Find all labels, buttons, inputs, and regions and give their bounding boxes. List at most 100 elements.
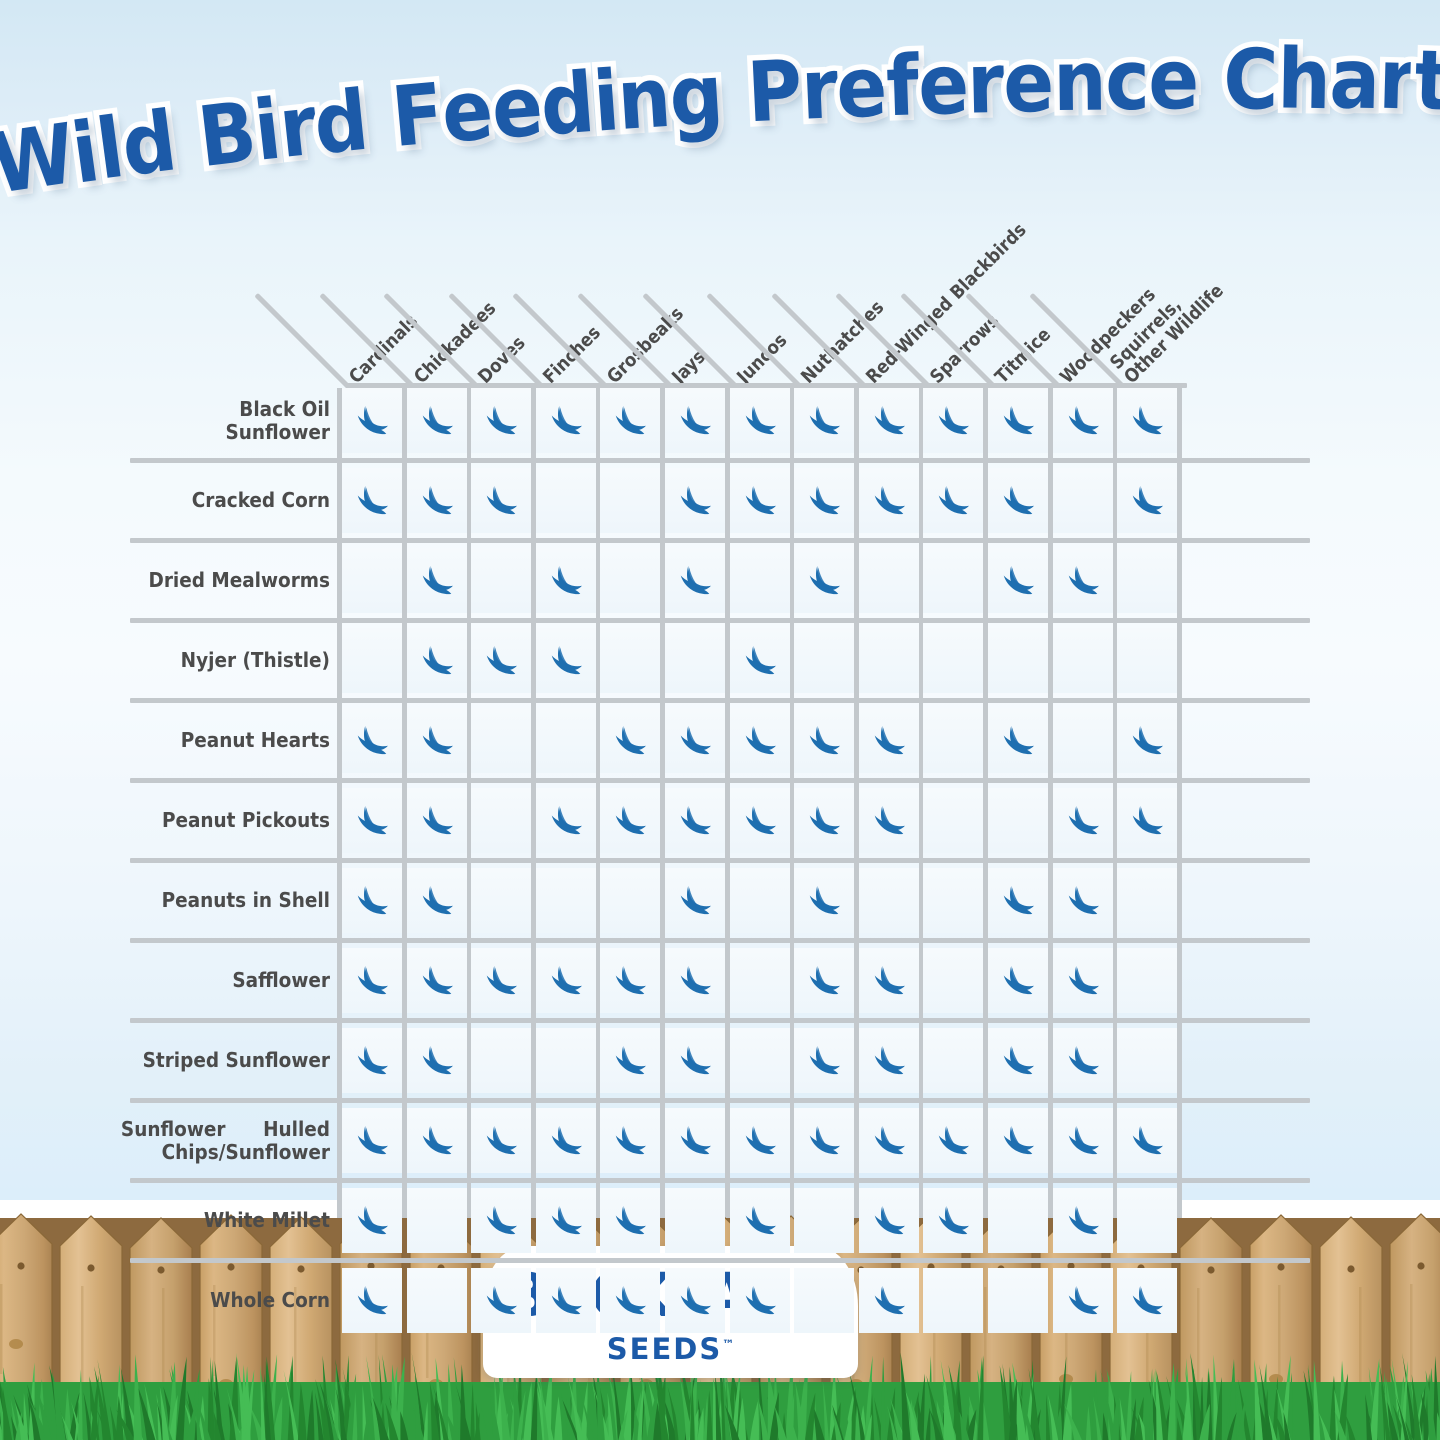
cell-preferred	[600, 1108, 661, 1173]
flying-bird-icon	[616, 1205, 647, 1234]
cell-empty	[471, 868, 532, 933]
cell-preferred	[858, 388, 919, 453]
cell-preferred	[729, 468, 790, 533]
cell-empty	[471, 548, 532, 613]
flying-bird-icon	[809, 885, 841, 914]
flying-bird-icon	[1003, 725, 1034, 754]
flying-bird-icon	[551, 1285, 582, 1314]
flying-bird-icon	[357, 405, 388, 434]
flying-bird-icon	[486, 405, 518, 434]
cell-preferred	[600, 708, 661, 773]
cell-empty	[987, 788, 1048, 853]
cell-empty	[664, 628, 725, 693]
cell-preferred	[664, 1268, 725, 1333]
row-cells	[342, 628, 1310, 693]
cell-preferred	[1117, 1268, 1178, 1333]
cell-preferred	[1052, 1028, 1113, 1093]
cell-preferred	[342, 1108, 402, 1173]
flying-bird-icon	[1068, 885, 1099, 914]
cell-preferred	[729, 788, 790, 853]
flying-bird-icon	[357, 805, 388, 834]
flying-bird-icon	[357, 1205, 388, 1234]
cell-preferred	[1052, 1268, 1113, 1333]
flying-bird-icon	[939, 405, 970, 434]
flying-bird-icon	[357, 1285, 388, 1314]
cell-preferred	[987, 708, 1048, 773]
row-label-dried-mealworms: Dried Mealworms	[148, 568, 331, 593]
flying-bird-icon	[551, 645, 582, 674]
cell-empty	[1117, 868, 1178, 933]
cell-preferred	[1117, 1108, 1178, 1173]
cell-preferred	[471, 468, 532, 533]
row-cells	[342, 468, 1310, 533]
row-cells	[342, 1028, 1310, 1093]
column-header-juncos: Juncos	[732, 330, 791, 389]
row-cells	[342, 388, 1310, 453]
flying-bird-icon	[551, 1205, 582, 1234]
cell-preferred	[342, 468, 402, 533]
cell-preferred	[600, 788, 661, 853]
cell-preferred	[1052, 388, 1113, 453]
row-label-cracked-corn: Cracked Corn	[191, 488, 330, 513]
flying-bird-icon	[745, 645, 776, 674]
cell-empty	[794, 628, 855, 693]
flying-bird-icon	[616, 1285, 647, 1314]
cell-preferred	[987, 388, 1048, 453]
cell-preferred	[664, 708, 725, 773]
flying-bird-icon	[551, 805, 582, 834]
flying-bird-icon	[680, 405, 711, 434]
flying-bird-icon	[680, 1285, 711, 1314]
flying-bird-icon	[422, 1045, 453, 1074]
cell-preferred	[406, 708, 467, 773]
flying-bird-icon	[809, 1125, 841, 1154]
flying-bird-icon	[1003, 565, 1034, 594]
cell-preferred	[1117, 788, 1178, 853]
row-separator	[130, 1178, 1310, 1183]
cell-empty	[923, 1268, 984, 1333]
row-label-sunflower-chips-hulled-sunflower: Sunflower Chips/Hulled Sunflower	[120, 1117, 331, 1164]
cell-empty	[600, 868, 661, 933]
table-row: White Millet	[130, 1188, 1310, 1253]
row-separator	[130, 458, 1310, 463]
table-row: Striped Sunflower	[130, 1028, 1310, 1093]
flying-bird-icon	[745, 1285, 776, 1314]
flying-bird-icon	[422, 805, 453, 834]
row-cells	[342, 1188, 1310, 1253]
flying-bird-icon	[1068, 1285, 1099, 1314]
flying-bird-icon	[422, 1125, 453, 1154]
cell-empty	[923, 948, 984, 1013]
flying-bird-icon	[874, 965, 905, 994]
cell-empty	[858, 628, 919, 693]
cell-preferred	[1117, 468, 1178, 533]
cell-empty	[923, 788, 984, 853]
flying-bird-icon	[1132, 1125, 1164, 1154]
cell-preferred	[987, 868, 1048, 933]
cell-preferred	[858, 468, 919, 533]
cell-empty	[471, 708, 532, 773]
logo-subtitle-text: SEEDS	[606, 1332, 723, 1366]
flying-bird-icon	[680, 725, 711, 754]
flying-bird-icon	[1132, 725, 1164, 754]
cell-empty	[1052, 708, 1113, 773]
flying-bird-icon	[1003, 965, 1034, 994]
cell-preferred	[406, 1028, 467, 1093]
cell-preferred	[535, 1268, 596, 1333]
cell-preferred	[406, 788, 467, 853]
row-separator	[130, 938, 1310, 943]
flying-bird-icon	[809, 1045, 841, 1074]
table-row: Whole Corn	[130, 1268, 1310, 1333]
cell-preferred	[794, 868, 855, 933]
cell-preferred	[1052, 548, 1113, 613]
cell-empty	[1117, 548, 1178, 613]
flying-bird-icon	[357, 965, 388, 994]
flying-bird-icon	[809, 965, 841, 994]
flying-bird-icon	[422, 885, 453, 914]
table-row: Peanut Hearts	[130, 708, 1310, 773]
cell-preferred	[535, 788, 596, 853]
cell-empty	[729, 548, 790, 613]
cell-preferred	[1117, 708, 1178, 773]
row-cells	[342, 708, 1310, 773]
row-label-white-millet: White Millet	[203, 1208, 330, 1233]
row-separator	[130, 618, 1310, 623]
flying-bird-icon	[486, 485, 518, 514]
